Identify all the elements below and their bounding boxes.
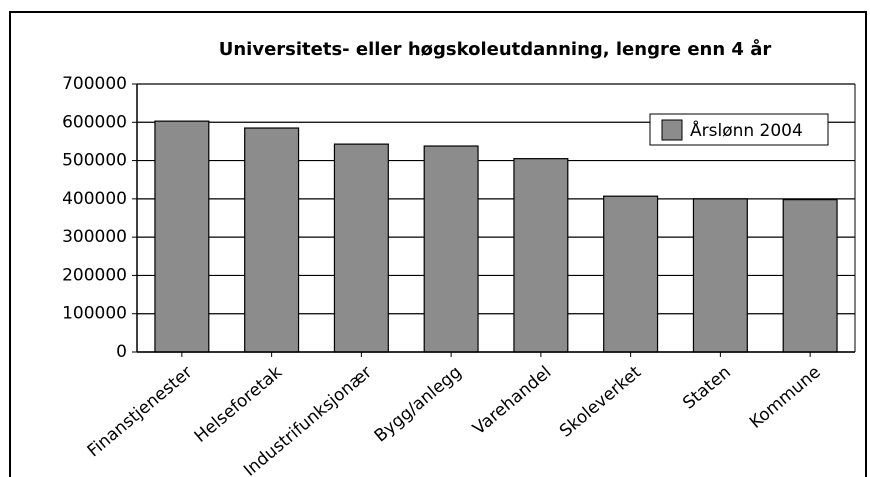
- x-tick-label: Staten: [679, 362, 735, 413]
- bar: [423, 145, 479, 353]
- bar: [513, 158, 569, 353]
- y-tick-label: 600000: [62, 112, 127, 132]
- y-tick-label: 700000: [62, 74, 127, 94]
- x-tick-label: Finanstjenester: [84, 362, 197, 461]
- y-tick-label: 300000: [62, 227, 127, 247]
- legend-label: Årslønn 2004: [690, 119, 803, 141]
- y-tick-label: 500000: [62, 151, 127, 171]
- frame: [9, 11, 867, 477]
- x-tick-label: Bygg/anlegg: [371, 362, 466, 446]
- bar: [244, 127, 300, 353]
- x-tick-label: Varehandel: [469, 362, 555, 439]
- legend-swatch: [661, 119, 683, 141]
- x-tick-label: Kommune: [746, 362, 825, 433]
- y-tick-label: 0: [116, 342, 127, 362]
- x-tick-label: Helseforetak: [191, 362, 286, 447]
- y-tick-label: 400000: [62, 189, 127, 209]
- bar: [692, 198, 748, 353]
- bar: [333, 143, 389, 353]
- bar: [603, 195, 659, 353]
- bar: [154, 120, 210, 353]
- y-tick-label: 100000: [62, 304, 127, 324]
- y-tick-label: 200000: [62, 265, 127, 285]
- chart-title: Universitets- eller høgskoleutdanning, l…: [219, 38, 772, 60]
- bar: [782, 199, 838, 353]
- x-tick-label: Skoleverket: [556, 362, 645, 441]
